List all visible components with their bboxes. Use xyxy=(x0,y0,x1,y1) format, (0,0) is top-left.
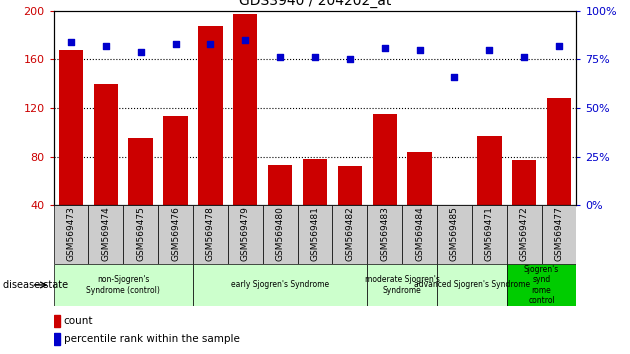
Text: percentile rank within the sample: percentile rank within the sample xyxy=(64,334,239,344)
Text: count: count xyxy=(64,316,93,326)
Text: early Sjogren's Syndrome: early Sjogren's Syndrome xyxy=(231,280,329,290)
Point xyxy=(240,37,250,42)
Text: GSM569484: GSM569484 xyxy=(415,206,424,261)
Bar xyxy=(88,205,123,264)
Bar xyxy=(472,205,507,264)
Text: disease state: disease state xyxy=(3,280,68,290)
Bar xyxy=(367,264,437,306)
Text: GSM569473: GSM569473 xyxy=(67,206,76,261)
Bar xyxy=(54,333,60,345)
Bar xyxy=(268,165,292,254)
Bar xyxy=(54,205,88,264)
Bar xyxy=(437,205,472,264)
Bar xyxy=(158,205,193,264)
Text: GSM569472: GSM569472 xyxy=(520,206,529,261)
Bar xyxy=(123,205,158,264)
Title: GDS3940 / 204202_at: GDS3940 / 204202_at xyxy=(239,0,391,8)
Bar xyxy=(442,208,467,254)
Point xyxy=(66,39,76,45)
Bar xyxy=(233,14,258,254)
Text: GSM569480: GSM569480 xyxy=(276,206,285,261)
Point xyxy=(205,41,215,47)
Point xyxy=(135,48,146,54)
Point xyxy=(380,45,390,50)
Text: non-Sjogren's
Syndrome (control): non-Sjogren's Syndrome (control) xyxy=(86,275,160,295)
Text: GSM569471: GSM569471 xyxy=(485,206,494,261)
Bar xyxy=(54,315,60,327)
Point xyxy=(310,55,320,60)
Text: GSM569474: GSM569474 xyxy=(101,206,110,261)
Bar xyxy=(163,116,188,254)
Bar xyxy=(547,98,571,254)
Bar xyxy=(338,166,362,254)
Bar xyxy=(367,205,402,264)
Bar xyxy=(54,264,193,306)
Text: Sjogren's
synd
rome
control: Sjogren's synd rome control xyxy=(524,265,559,305)
Bar xyxy=(408,152,432,254)
Point xyxy=(415,47,425,52)
Bar xyxy=(263,205,297,264)
Bar xyxy=(477,136,501,254)
Text: GSM569482: GSM569482 xyxy=(345,206,354,261)
Bar xyxy=(228,205,263,264)
Point xyxy=(554,43,564,48)
Bar xyxy=(303,159,327,254)
Point xyxy=(519,55,529,60)
Text: GSM569479: GSM569479 xyxy=(241,206,249,261)
Point xyxy=(171,41,181,47)
Bar xyxy=(437,264,507,306)
Text: advanced Sjogren's Syndrome: advanced Sjogren's Syndrome xyxy=(414,280,530,290)
Text: moderate Sjogren's
Syndrome: moderate Sjogren's Syndrome xyxy=(365,275,440,295)
Bar xyxy=(198,27,222,254)
Bar xyxy=(129,138,153,254)
Bar xyxy=(542,205,576,264)
Bar xyxy=(372,114,397,254)
Point xyxy=(101,43,111,48)
Point xyxy=(275,55,285,60)
Text: GSM569475: GSM569475 xyxy=(136,206,145,261)
Text: GSM569483: GSM569483 xyxy=(381,206,389,261)
Bar xyxy=(402,205,437,264)
Bar xyxy=(193,205,228,264)
Bar xyxy=(333,205,367,264)
Bar xyxy=(512,160,536,254)
Bar xyxy=(507,264,576,306)
Bar xyxy=(94,84,118,254)
Text: GSM569477: GSM569477 xyxy=(554,206,563,261)
Text: GSM569481: GSM569481 xyxy=(311,206,319,261)
Point xyxy=(449,74,459,80)
Bar xyxy=(59,50,83,254)
Text: GSM569485: GSM569485 xyxy=(450,206,459,261)
Point xyxy=(345,57,355,62)
Bar xyxy=(297,205,333,264)
Text: GSM569476: GSM569476 xyxy=(171,206,180,261)
Bar xyxy=(507,205,542,264)
Text: GSM569478: GSM569478 xyxy=(206,206,215,261)
Bar xyxy=(193,264,367,306)
Point xyxy=(484,47,495,52)
